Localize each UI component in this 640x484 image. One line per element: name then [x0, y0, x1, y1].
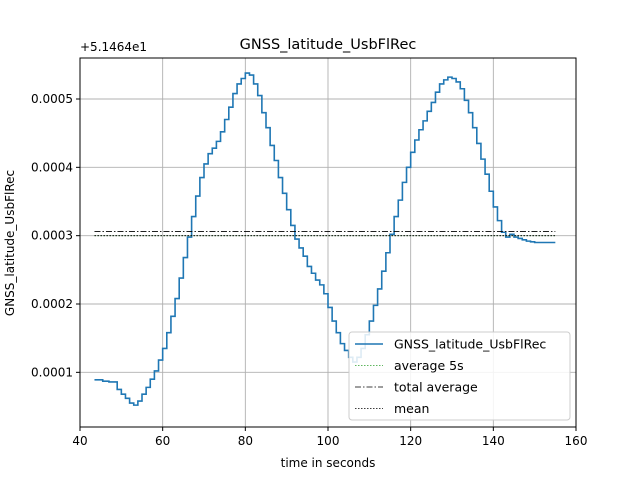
y-tick-label: 0.0005: [31, 92, 73, 106]
grid: [79, 58, 577, 427]
x-axis-label: time in seconds: [281, 456, 376, 470]
y-tick-label: 0.0004: [31, 160, 73, 174]
y-tick-label: 0.0001: [31, 365, 73, 379]
legend-label: mean: [394, 401, 429, 416]
legend-label: total average: [394, 380, 478, 395]
x-axis-ticks: 40 60 80 100 120 140 160: [72, 427, 587, 448]
x-tick-label: 80: [238, 434, 253, 448]
series-line-gnss-latitude-usbflrec: [94, 72, 556, 406]
x-tick-label: 140: [482, 434, 505, 448]
x-tick-label: 60: [155, 434, 170, 448]
x-tick-label: 120: [399, 434, 422, 448]
legend-label: average 5s: [394, 358, 464, 373]
x-tick-label: 160: [565, 434, 588, 448]
series-layer: [94, 72, 556, 406]
x-tick-label: 40: [72, 434, 87, 448]
chart-title: GNSS_latitude_UsbFlRec: [240, 37, 417, 53]
y-axis-ticks: 0.0001 0.0002 0.0003 0.0004 0.0005: [31, 92, 80, 379]
legend-label: GNSS_latitude_UsbFlRec: [394, 337, 546, 352]
y-tick-label: 0.0002: [31, 297, 73, 311]
y-axis-offset-label: +5.1464e1: [80, 40, 147, 54]
x-tick-label: 100: [317, 434, 340, 448]
y-axis-label: GNSS_latitude_UsbFlRec: [3, 170, 17, 316]
legend-box: [348, 331, 571, 421]
y-tick-label: 0.0003: [31, 229, 73, 243]
